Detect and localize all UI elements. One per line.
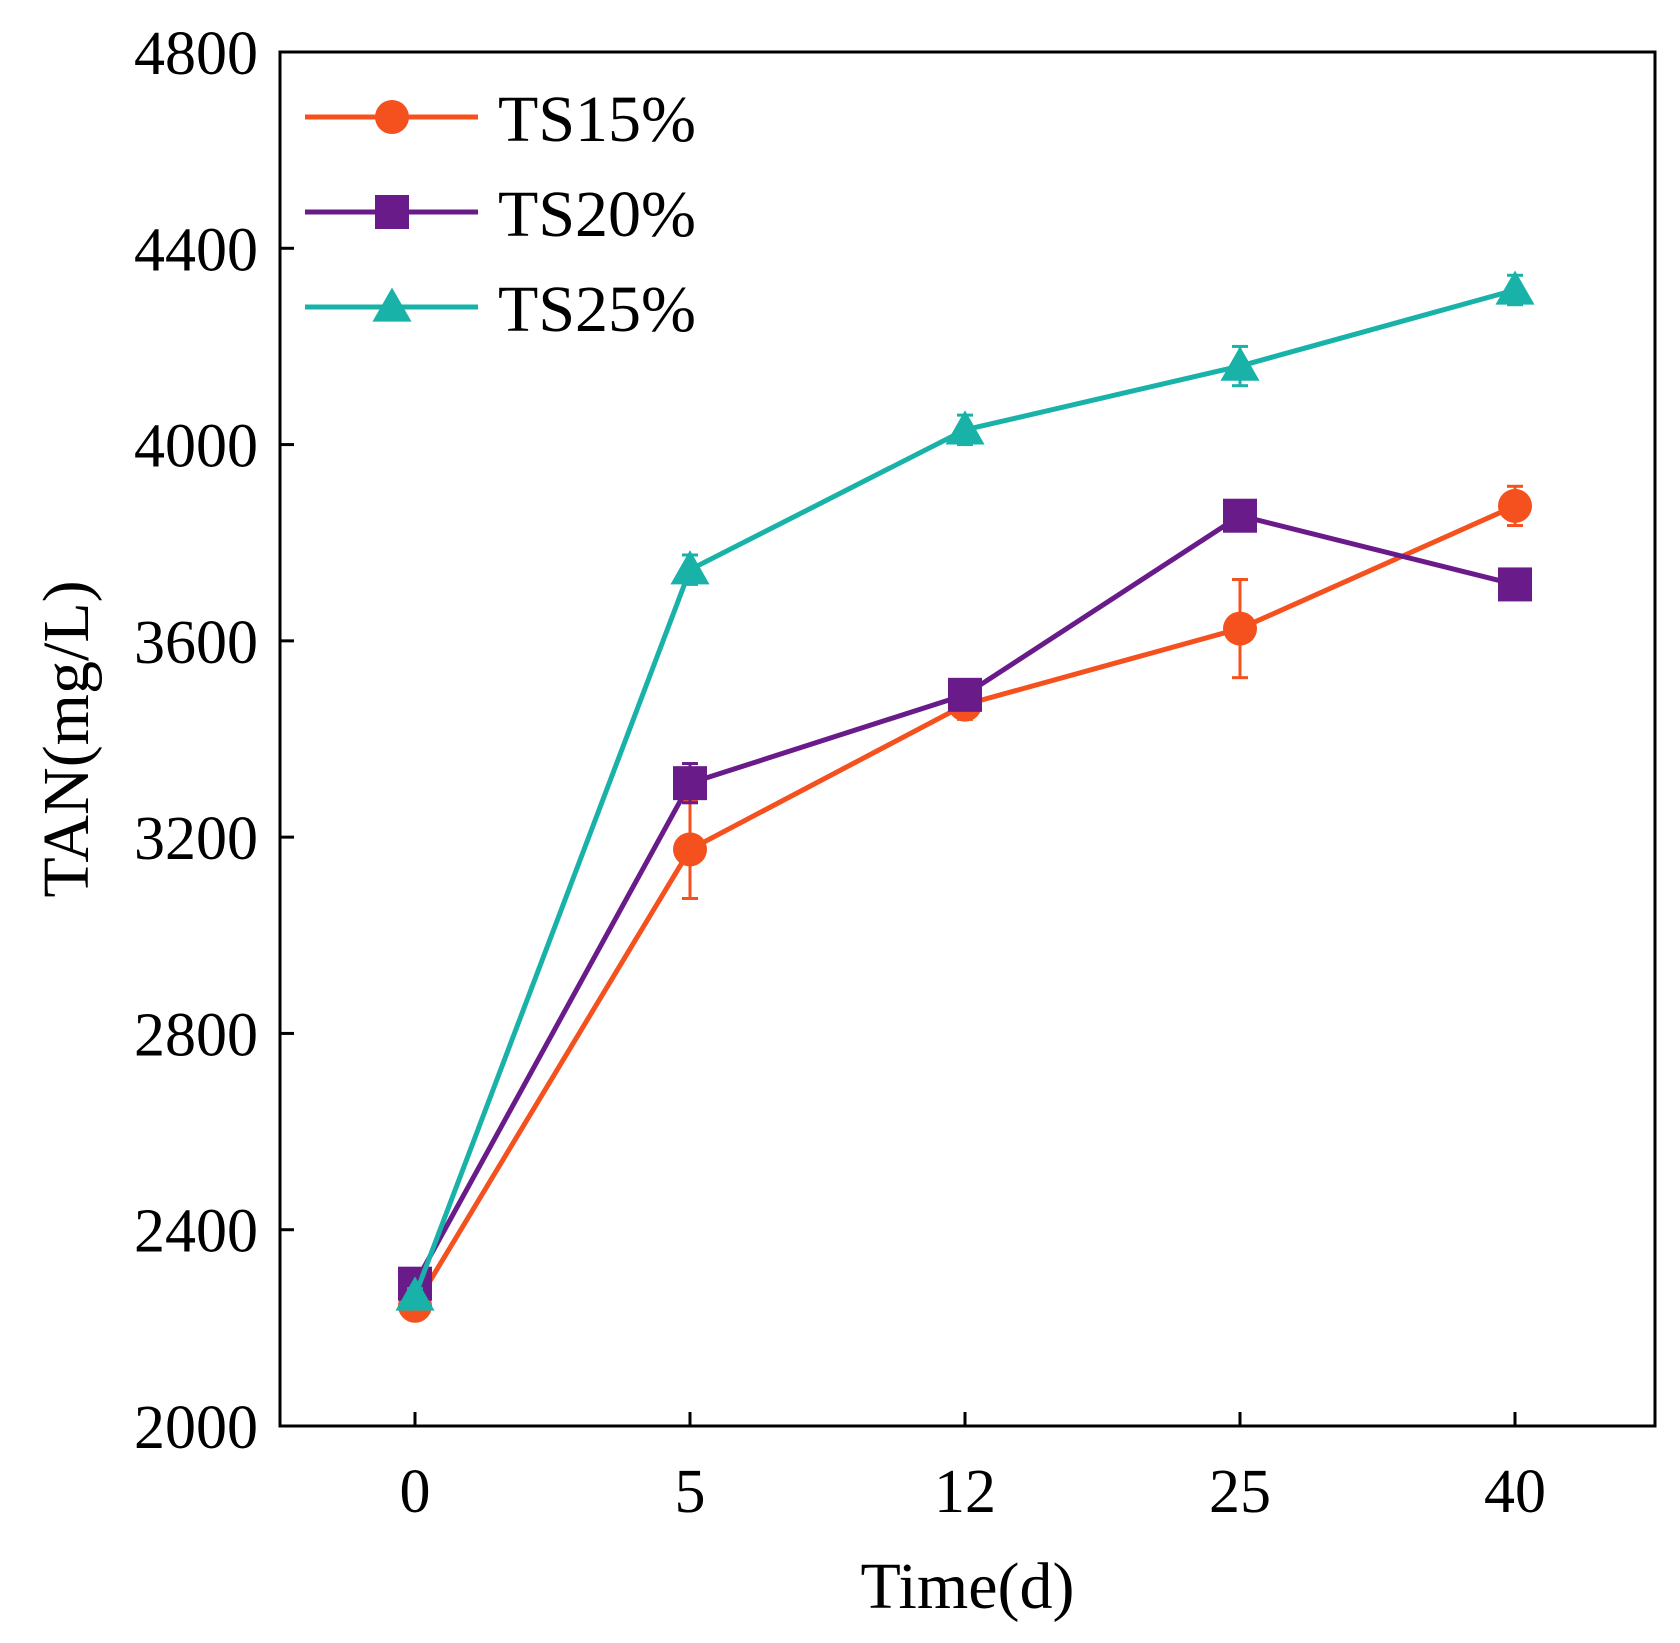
y-tick-label-2400: 2400 xyxy=(134,1198,258,1266)
point-TS25%-5 xyxy=(670,550,710,585)
legend-label-TS15%: TS15% xyxy=(498,83,696,156)
point-TS25%-25 xyxy=(1220,346,1260,381)
y-tick-label-3600: 3600 xyxy=(134,609,258,677)
legend-marker-TS15% xyxy=(375,100,409,134)
point-TS15%-5 xyxy=(673,832,707,867)
point-TS15%-40 xyxy=(1498,488,1532,523)
y-tick-label-2800: 2800 xyxy=(134,1001,258,1069)
point-TS20%-12 xyxy=(948,677,982,712)
legend: TS15% TS20% TS25% xyxy=(305,83,696,346)
point-TS20%-25 xyxy=(1223,498,1257,533)
point-TS25%-40 xyxy=(1495,270,1535,305)
y-tick-label-4000: 4000 xyxy=(134,413,258,481)
y-tick-label-2000: 2000 xyxy=(134,1394,258,1462)
y-tick-label-4800: 4800 xyxy=(134,20,258,88)
axes-layer: 2000 2400 2800 3200 3600 4000 4400 4800 0 5 12 25 40 xyxy=(134,20,1657,1526)
series-line-TS20% xyxy=(412,513,1516,1285)
plot-frame xyxy=(278,50,1657,1428)
point-TS15%-25 xyxy=(1223,611,1257,646)
x-axis-title: Time(d) xyxy=(861,1550,1075,1623)
series-TS25% xyxy=(395,270,1535,1311)
legend-label-TS20%: TS20% xyxy=(498,178,696,251)
point-TS20%-40 xyxy=(1498,567,1532,602)
x-tick-label-5: 5 xyxy=(675,1458,706,1526)
legend-marker-TS20% xyxy=(375,195,409,229)
x-tick-label-12: 12 xyxy=(934,1458,996,1526)
series-TS20% xyxy=(398,498,1532,1301)
x-tick-label-40: 40 xyxy=(1484,1458,1546,1526)
series-TS15% xyxy=(398,484,1532,1323)
legend-label-TS25%: TS25% xyxy=(498,273,696,346)
y-tick-label-4400: 4400 xyxy=(134,216,258,284)
series-layer xyxy=(395,270,1535,1323)
point-TS25%-12 xyxy=(945,410,985,445)
series-line-TS15% xyxy=(412,503,1517,1308)
legend-marker-TS25% xyxy=(372,287,412,322)
point-TS25%-0 xyxy=(395,1276,435,1311)
point-TS20%-5 xyxy=(673,766,707,801)
y-tick-label-3200: 3200 xyxy=(134,805,258,873)
x-tick-label-0: 0 xyxy=(400,1458,431,1526)
y-axis-title: TAN(mg/L) xyxy=(30,580,103,897)
x-tick-label-25: 25 xyxy=(1209,1458,1271,1526)
